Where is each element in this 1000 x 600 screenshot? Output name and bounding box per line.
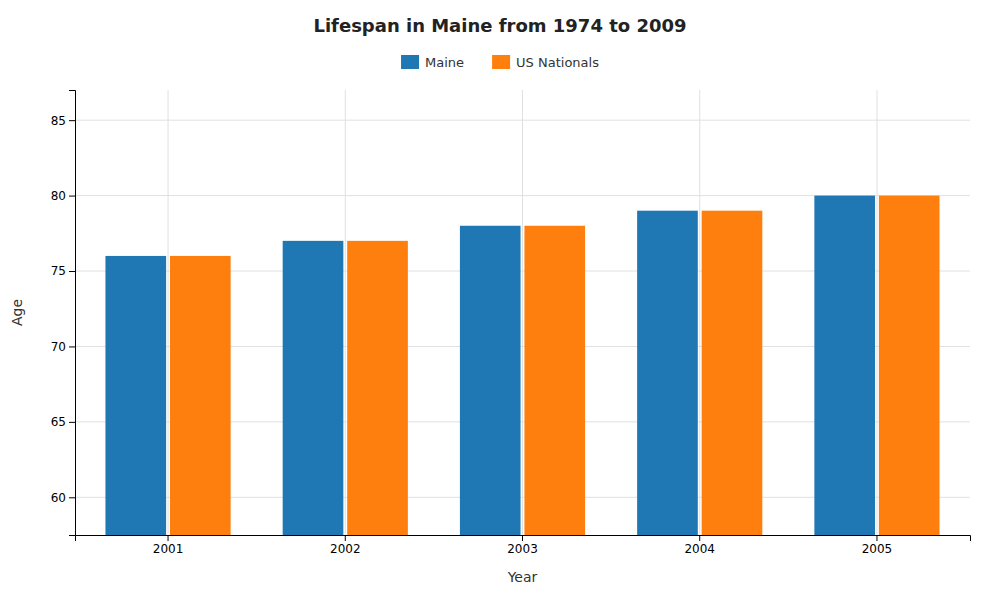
grid-line-x — [699, 90, 700, 535]
title: Lifespan in Maine from 1974 to 2009 — [313, 15, 686, 36]
tick: 75 — [51, 264, 75, 278]
grid-line-x — [168, 90, 169, 535]
tick-label: 2003 — [507, 542, 538, 556]
y-axis-title: Age — [9, 299, 25, 326]
bar — [879, 196, 940, 535]
tick: 2001 — [153, 535, 184, 556]
tick-label: 80 — [51, 189, 66, 203]
tick-label: 75 — [51, 264, 66, 278]
legend-swatch — [401, 55, 419, 69]
tick-mark — [69, 120, 75, 121]
grid-line-x — [876, 90, 877, 535]
legend-label: Maine — [425, 55, 464, 70]
grid-line-x — [522, 90, 523, 535]
grid — [75, 90, 970, 535]
x-axis: 2001 2002 2003 2004 2005 — [76, 535, 971, 556]
bar — [460, 226, 521, 535]
tick-label: 2005 — [862, 542, 893, 556]
tick-mark — [69, 196, 75, 197]
tick-label: 65 — [51, 415, 66, 429]
tick-mark — [69, 271, 75, 272]
axis-line — [69, 91, 76, 536]
tick-mark — [345, 535, 346, 541]
tick-label: 60 — [51, 491, 66, 505]
tick-label: 70 — [51, 340, 66, 354]
bar — [170, 256, 231, 535]
bar — [702, 211, 763, 535]
grid-line-x — [345, 90, 346, 535]
tick-label: 2004 — [684, 542, 715, 556]
bar — [524, 226, 585, 535]
legend: Maine US Nationals — [401, 55, 599, 70]
bars — [105, 196, 939, 535]
tick-mark — [522, 535, 523, 541]
bar — [105, 256, 166, 535]
series — [105, 196, 875, 535]
tick: 70 — [51, 340, 75, 354]
tick: 2002 — [330, 535, 361, 556]
bar — [814, 196, 875, 535]
plot: 2001 2002 2003 2004 2005 60 65 70 75 80 85 — [51, 90, 971, 556]
tick: 60 — [51, 491, 75, 505]
tick: 65 — [51, 415, 75, 429]
bar — [283, 241, 344, 535]
tick-label: 2002 — [330, 542, 361, 556]
legend-item: US Nationals — [492, 55, 599, 70]
tick: 80 — [51, 189, 75, 203]
legend-label: US Nationals — [516, 55, 599, 70]
tick-mark — [69, 497, 75, 498]
tick-mark — [69, 422, 75, 423]
tick-label: 2001 — [153, 542, 184, 556]
bar — [637, 211, 698, 535]
tick: 2003 — [507, 535, 538, 556]
series — [170, 196, 940, 535]
tick-mark — [69, 346, 75, 347]
bar — [347, 241, 408, 535]
chart: 2001 2002 2003 2004 2005 60 65 70 75 80 85 Year Age L… — [0, 0, 1000, 600]
tick-mark — [168, 535, 169, 541]
legend-swatch — [492, 55, 510, 69]
x-axis-title: Year — [507, 569, 538, 585]
y-axis: 60 65 70 75 80 85 — [51, 91, 76, 536]
tick-mark — [699, 535, 700, 541]
tick: 2005 — [862, 535, 893, 556]
tick-label: 85 — [51, 114, 66, 128]
tick: 2004 — [684, 535, 715, 556]
legend-item: Maine — [401, 55, 464, 70]
tick-mark — [876, 535, 877, 541]
axis-line — [76, 536, 971, 542]
tick: 85 — [51, 114, 75, 128]
